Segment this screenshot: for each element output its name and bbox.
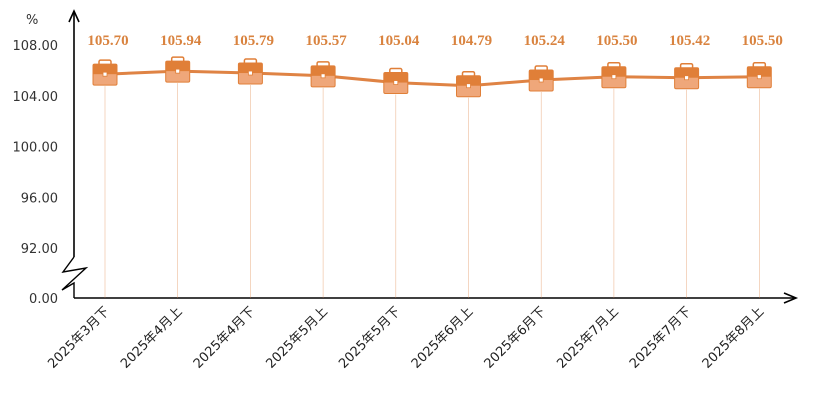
data-label: 105.79 (233, 33, 274, 49)
data-label: 105.42 (669, 33, 710, 49)
briefcase-lid (383, 72, 408, 83)
y-tick-label: 104.00 (13, 90, 59, 105)
briefcase-icon (165, 56, 191, 83)
x-tick-label: 2025年6月下 (482, 304, 549, 371)
briefcase-lid (165, 61, 190, 72)
briefcase-lid (456, 75, 481, 86)
x-tick-label: 2025年8月上 (700, 304, 767, 371)
y-axis-ticks: 0.00 92.00 96.00 100.00 104.00 108.00 (13, 39, 59, 307)
x-tick-label: 2025年3月下 (45, 304, 112, 371)
briefcase-icon (383, 67, 409, 95)
briefcase-clasp (247, 70, 253, 76)
briefcase-icon (310, 61, 336, 88)
y-tick-label: 108.00 (13, 39, 59, 54)
y-axis-unit-label: % (26, 13, 38, 28)
briefcase-lid (311, 65, 336, 76)
x-axis-labels: 2025年3月下 2025年4月上 2025年4月下 2025年5月上 2025年5月下… (45, 304, 767, 371)
data-label: 105.24 (524, 33, 566, 49)
briefcase-clasp (393, 80, 399, 85)
data-label: 105.50 (742, 33, 783, 49)
x-axis-arrow (783, 292, 799, 304)
x-tick-label: 2025年4月上 (118, 304, 185, 371)
briefcase-lid (93, 64, 117, 75)
briefcase-clasp (611, 74, 617, 80)
data-label: 105.04 (378, 33, 420, 49)
briefcase-clasp (684, 75, 689, 81)
y-tick-label: 0.00 (29, 292, 58, 307)
axes (61, 9, 799, 304)
briefcase-icon (456, 70, 481, 98)
briefcase-icon (746, 61, 772, 89)
briefcase-lid (747, 66, 772, 77)
y-tick-label: 92.00 (21, 242, 58, 257)
data-label: 105.50 (596, 33, 637, 49)
briefcase-lid (238, 63, 263, 74)
x-tick-label: 2025年6月上 (409, 304, 476, 371)
briefcase-lid (529, 70, 554, 81)
briefcase-clasp (175, 68, 181, 74)
data-label: 105.70 (87, 33, 128, 49)
data-label: 104.79 (451, 33, 492, 49)
x-tick-label: 2025年7月下 (627, 304, 694, 371)
briefcase-lid (601, 66, 626, 77)
x-tick-label: 2025年4月下 (191, 304, 258, 371)
y-axis-break (61, 256, 89, 298)
briefcase-icon (528, 65, 554, 92)
markers (92, 56, 772, 98)
briefcase-icon (92, 59, 118, 86)
data-label: 105.57 (305, 33, 347, 49)
y-tick-label: 96.00 (21, 191, 58, 206)
y-tick-label: 100.00 (13, 141, 59, 156)
x-tick-label: 2025年5月上 (263, 304, 330, 371)
drop-lines (104, 83, 760, 298)
briefcase-clasp (102, 71, 108, 77)
series-line (104, 69, 760, 88)
briefcase-lid (674, 67, 699, 78)
y-axis-arrow (68, 9, 80, 23)
data-labels: 105.70 105.94 105.79 105.57 105.04 104.79 105.… (87, 33, 783, 49)
x-tick-label: 2025年7月上 (554, 304, 621, 371)
briefcase-clasp (320, 73, 326, 79)
x-tick-label: 2025年5月下 (336, 304, 403, 371)
briefcase-clasp (466, 83, 471, 89)
briefcase-clasp (538, 77, 544, 83)
data-label: 105.94 (160, 33, 202, 49)
briefcase-icon (601, 61, 627, 89)
briefcase-icon (674, 62, 700, 90)
briefcase-icon (237, 58, 263, 85)
briefcase-clasp (756, 74, 762, 80)
